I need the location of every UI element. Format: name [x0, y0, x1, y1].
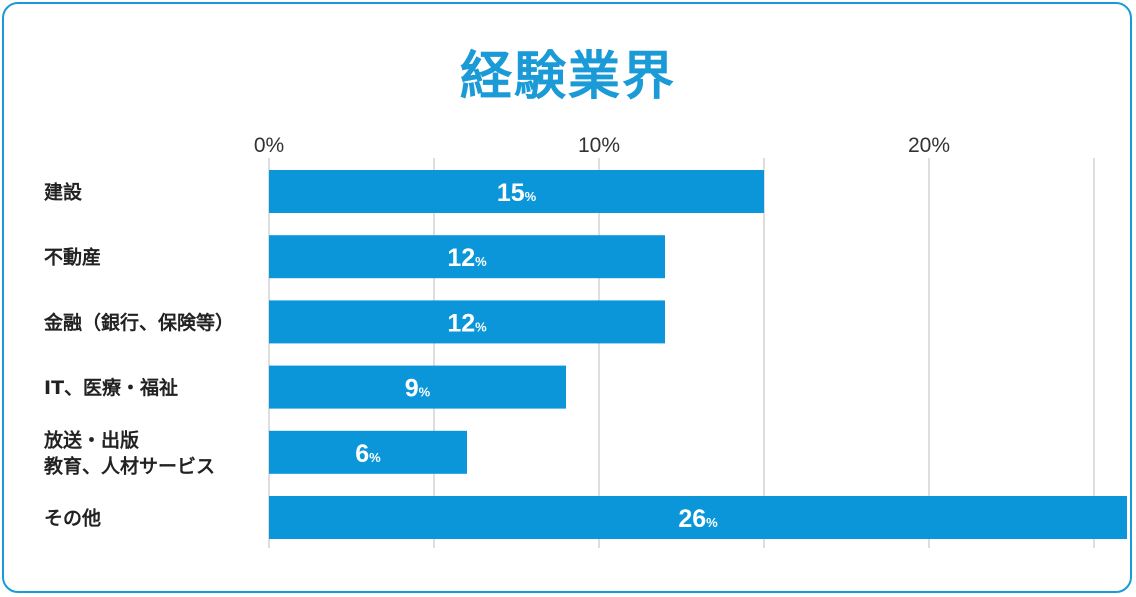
chart-title: 経験業界 — [459, 47, 676, 107]
grid-lines — [268, 158, 1095, 548]
category-label: 放送・出版教育、人材サービス — [43, 428, 215, 477]
bar-value-label: 6% — [355, 440, 381, 468]
category-label: 金融（銀行、保険等） — [43, 311, 234, 334]
bar — [269, 300, 665, 344]
bar — [269, 235, 665, 279]
x-tick-label: 20% — [908, 134, 950, 157]
category-label: IT、医療・福祉 — [44, 376, 178, 399]
category-label: その他 — [44, 507, 101, 530]
category-label: 建設 — [44, 181, 83, 204]
bar-value-label: 15% — [497, 179, 537, 207]
bar-value-label: 12% — [447, 309, 487, 337]
bar — [269, 430, 467, 474]
category-label: 不動産 — [44, 246, 101, 269]
x-axis-ticks: 0% 10% 20% — [254, 134, 950, 157]
x-tick-label: 0% — [254, 134, 284, 157]
x-tick-label: 10% — [578, 134, 620, 157]
bar-value-label: 26% — [678, 505, 718, 533]
bars: 15% 12% 12% 9% 6% 26% — [269, 170, 1127, 539]
bar-value-label: 12% — [447, 244, 487, 272]
bar — [269, 365, 566, 409]
bar-value-label: 9% — [405, 375, 431, 403]
bar — [269, 170, 764, 213]
bar — [269, 496, 1127, 539]
